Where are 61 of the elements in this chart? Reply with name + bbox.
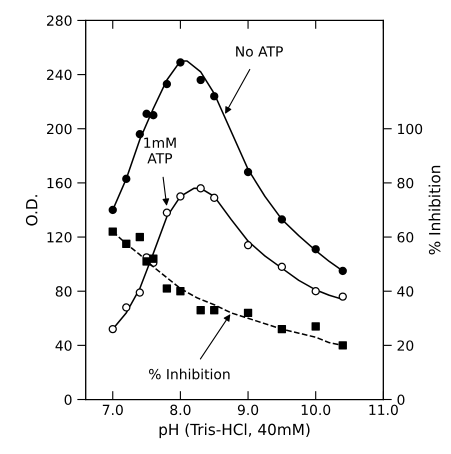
point bbox=[108, 324, 117, 334]
y2-tick-label: 100 bbox=[398, 124, 422, 134]
point bbox=[196, 306, 205, 314]
x-tick-label: 7.0 bbox=[102, 404, 123, 416]
x-axis-title: pH (Tris-HCl, 40mM) bbox=[160, 423, 310, 438]
x-tick-label: 9.0 bbox=[238, 404, 258, 416]
point bbox=[108, 227, 117, 236]
point bbox=[338, 266, 347, 276]
point bbox=[136, 232, 144, 242]
y-axis-title: O.D. bbox=[26, 195, 38, 226]
y2-tick-label: 80 bbox=[397, 178, 414, 188]
point bbox=[162, 208, 172, 217]
x-tick-label: 11.0 bbox=[369, 404, 398, 416]
point bbox=[210, 194, 218, 202]
point bbox=[244, 241, 252, 250]
y2-tick-label: 20 bbox=[398, 340, 414, 351]
point bbox=[108, 206, 117, 214]
point bbox=[210, 306, 218, 314]
y-tick-label: 40 bbox=[56, 340, 72, 351]
point bbox=[176, 192, 185, 201]
point bbox=[278, 324, 286, 334]
point bbox=[278, 262, 286, 272]
x-tick-label: 10.0 bbox=[302, 404, 330, 416]
point bbox=[244, 308, 252, 318]
annotation: 1mM ATP bbox=[144, 138, 176, 164]
y-tick-label: 280 bbox=[47, 15, 72, 26]
point bbox=[312, 287, 320, 296]
point bbox=[122, 240, 130, 248]
point bbox=[136, 288, 144, 297]
y2-tick-label: 40 bbox=[397, 286, 414, 297]
point bbox=[312, 245, 320, 254]
point bbox=[278, 215, 286, 224]
annotation: % Inhibition bbox=[149, 368, 230, 380]
point bbox=[244, 168, 252, 176]
y-tick-label: 160 bbox=[48, 178, 72, 188]
point bbox=[210, 92, 218, 100]
y2-axis-title: % Inhibition bbox=[428, 166, 440, 254]
annotation: No ATP bbox=[236, 46, 283, 57]
point bbox=[142, 110, 151, 118]
x-tick-label: 8.0 bbox=[170, 404, 191, 416]
point bbox=[162, 80, 172, 88]
point bbox=[149, 111, 158, 120]
y2-tick-label: 60 bbox=[398, 232, 414, 243]
point bbox=[122, 303, 130, 312]
point bbox=[176, 58, 185, 67]
point bbox=[338, 341, 347, 350]
point bbox=[196, 184, 205, 192]
point bbox=[162, 284, 172, 293]
y-tick-label: 0 bbox=[64, 394, 72, 405]
y-tick-label: 200 bbox=[47, 124, 72, 134]
point bbox=[176, 287, 185, 296]
point bbox=[312, 322, 320, 331]
point bbox=[122, 174, 130, 183]
point bbox=[136, 130, 144, 138]
y2-tick-label: 0 bbox=[397, 394, 404, 405]
y-tick-label: 80 bbox=[56, 286, 72, 297]
point bbox=[196, 76, 205, 84]
point bbox=[149, 254, 158, 263]
y-tick-label: 120 bbox=[48, 232, 72, 243]
y-tick-label: 240 bbox=[47, 70, 72, 80]
point bbox=[338, 292, 347, 301]
